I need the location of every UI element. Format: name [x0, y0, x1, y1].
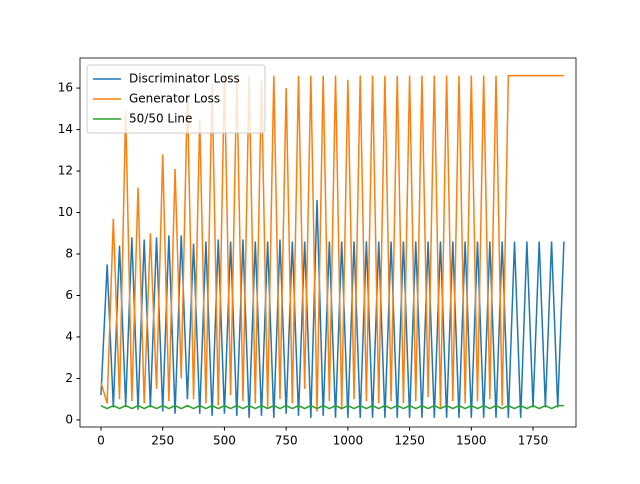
y-tick-label: 0 [65, 412, 73, 426]
y-tick-label: 6 [65, 288, 73, 302]
line-series [100, 200, 565, 418]
x-tick-label: 500 [213, 434, 236, 448]
x-tick-label: 0 [97, 434, 105, 448]
y-tick-label: 14 [58, 122, 73, 136]
axes-frame [79, 57, 577, 428]
x-tick-label: 1500 [456, 434, 487, 448]
x-tick-label: 750 [275, 434, 298, 448]
x-tick-label: 1000 [333, 434, 364, 448]
x-tick-label: 1750 [518, 434, 549, 448]
legend-label: Generator Loss [129, 92, 220, 106]
x-tick-label: 1250 [394, 434, 425, 448]
x-tick-label: 250 [151, 434, 174, 448]
y-tick-label: 12 [58, 164, 73, 178]
y-tick-label: 10 [58, 205, 73, 219]
y-tick-label: 4 [65, 329, 73, 343]
y-tick-label: 8 [65, 247, 73, 261]
legend-label: Discriminator Loss [129, 72, 240, 86]
line-series [100, 404, 564, 410]
legend-box [86, 64, 266, 134]
y-tick-label: 2 [65, 371, 73, 385]
line-series [100, 74, 564, 412]
legend-label: 50/50 Line [129, 112, 192, 126]
y-tick-label: 16 [58, 81, 73, 95]
